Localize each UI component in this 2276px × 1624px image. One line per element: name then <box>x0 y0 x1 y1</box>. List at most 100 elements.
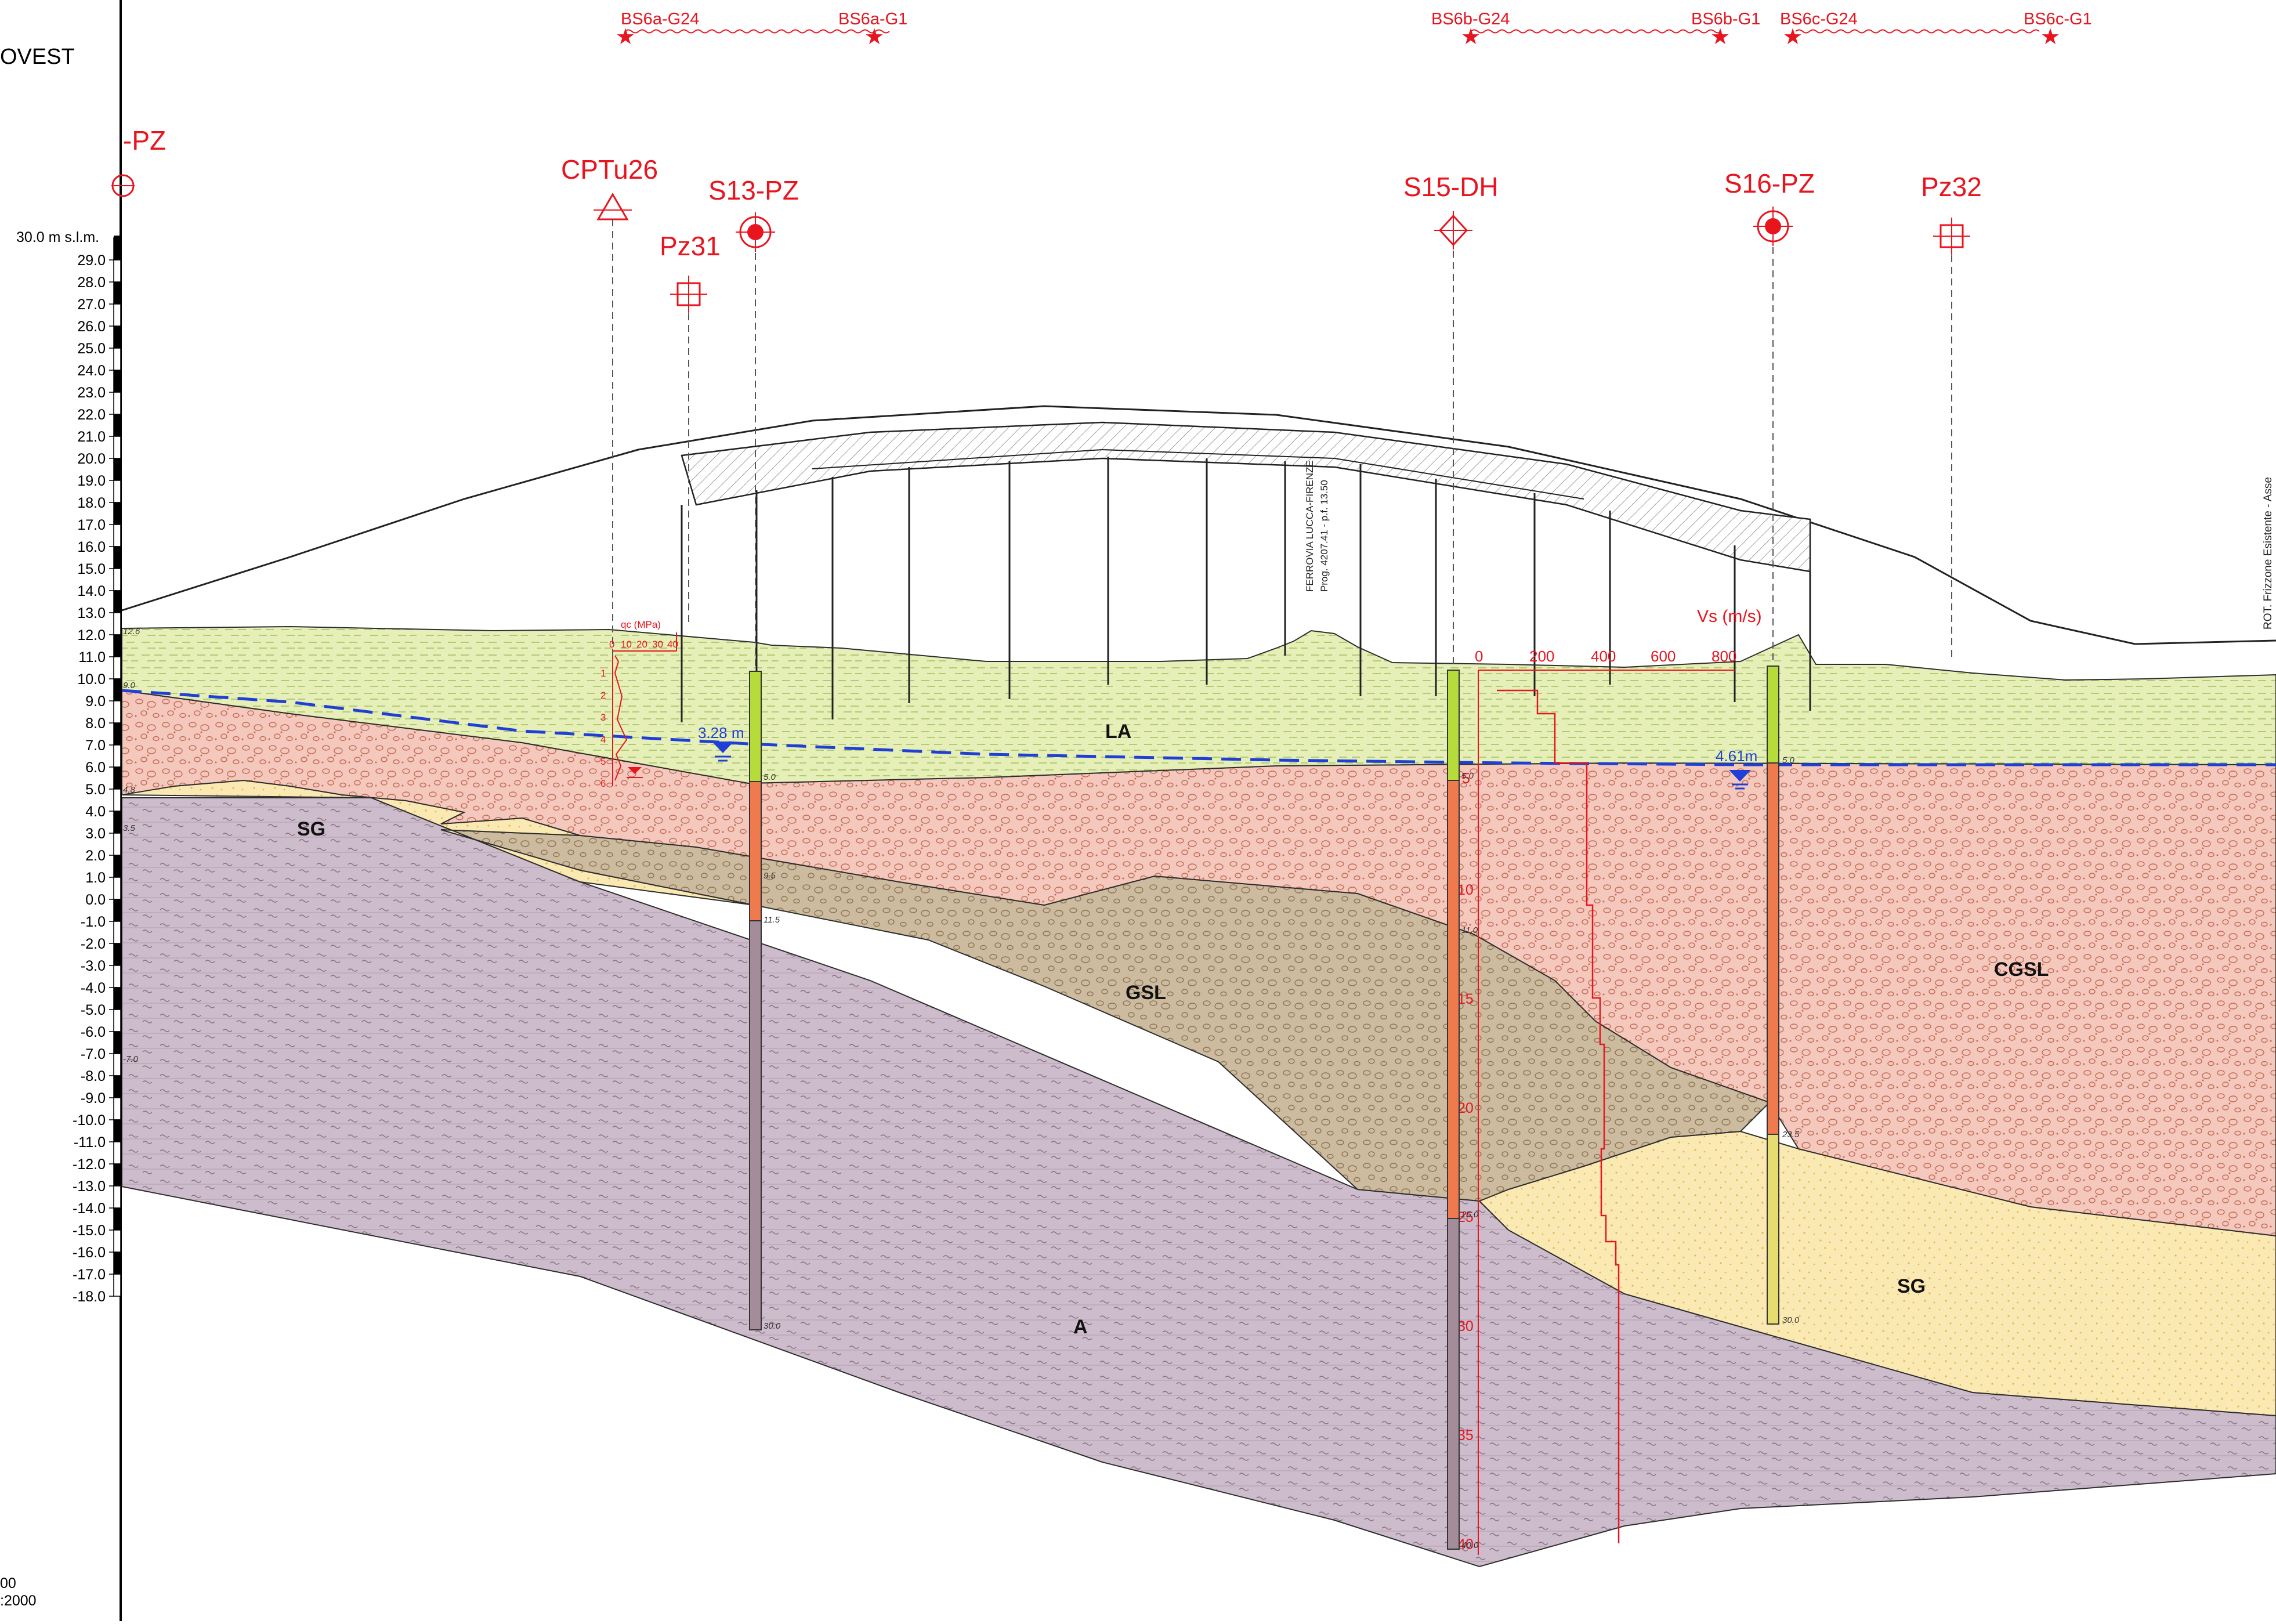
elevation-tick-label: 9.0 <box>85 693 106 710</box>
elevation-tick-label: 27.0 <box>77 296 106 313</box>
investigation-s15-dh: S15-DH <box>1403 172 1499 667</box>
scale-segment <box>113 546 121 569</box>
scale-segment <box>113 1163 121 1187</box>
star-icon: ★ <box>1783 25 1803 49</box>
cptu-tick: 10 <box>621 639 632 650</box>
elevation-tick-label: -5.0 <box>81 1002 106 1018</box>
elevation-tick-label: 21.0 <box>77 429 106 445</box>
elevation-tick-label: 17.0 <box>77 517 106 533</box>
scale-segment <box>113 612 121 635</box>
scale-segment <box>113 634 121 657</box>
vs-tick: 400 <box>1591 648 1616 665</box>
scale-segment <box>113 590 121 613</box>
star-icon: ★ <box>1710 25 1730 49</box>
elevation-tick-label: 13.0 <box>77 605 106 621</box>
elevation-tick-label: 16.0 <box>77 539 106 555</box>
elevation-tick-label: 18.0 <box>77 495 106 511</box>
investigation-label: -PZ <box>123 125 166 155</box>
vs-depth: 10 <box>1457 882 1474 898</box>
borehole-mark: 5.0 <box>764 772 776 782</box>
scale-segment <box>113 1274 121 1297</box>
survey-line-bs6b: BS6b-G24 BS6b-G1 ★ ★ <box>1431 10 1760 49</box>
water-table: 3.28 m 4.61m <box>121 689 2276 790</box>
boundary-mark: 3.5 <box>123 823 136 833</box>
cptu-depth: 3 <box>600 712 606 723</box>
elevation-tick-label: 22.0 <box>77 407 106 423</box>
boundary-mark: 4.8 <box>123 785 136 795</box>
borehole-mark: 5.0 <box>1461 771 1474 781</box>
survey-label: BS6b-G1 <box>1691 10 1760 28</box>
cptu-depth: 2 <box>600 690 606 701</box>
star-icon: ★ <box>616 25 635 49</box>
elevation-tick-label: 26.0 <box>77 319 106 335</box>
borehole-mark: 25.0 <box>1461 1210 1479 1220</box>
scale-note-line1: 00 <box>0 1575 16 1592</box>
triangle-icon <box>596 193 629 220</box>
elevation-tick-label: 12.0 <box>77 627 106 643</box>
elevation-tick-label: -8.0 <box>81 1068 106 1084</box>
vs-tick: 600 <box>1651 648 1676 665</box>
elevation-tick-label: 1.0 <box>85 870 106 886</box>
vs-downhole-plot: Vs (m/s) 0 200 400 600 800 5 10 15 20 25… <box>1457 607 1762 1555</box>
elevation-tick-label: -13.0 <box>73 1178 106 1195</box>
survey-line <box>1470 29 1722 34</box>
scale-segment <box>113 833 121 856</box>
scale-segment <box>113 855 121 878</box>
elevation-tick-label: 7.0 <box>85 737 106 754</box>
elevation-tick-label: 2.0 <box>85 848 106 864</box>
vs-depth: 30 <box>1457 1318 1474 1334</box>
vs-depth: 35 <box>1457 1427 1474 1444</box>
survey-label: BS6b-G24 <box>1431 10 1510 28</box>
vs-depth: 5 <box>1462 771 1470 787</box>
elevation-tick-label: 20.0 <box>77 451 106 467</box>
direction-label: OVEST <box>0 45 75 69</box>
elevation-tick-label: 15.0 <box>77 561 106 577</box>
investigation-label: S15-DH <box>1403 172 1499 202</box>
scale-segment <box>113 370 121 393</box>
layer-label-a: A <box>1073 1316 1088 1338</box>
survey-line <box>1795 29 2040 34</box>
scale-segment <box>113 259 121 283</box>
elevation-tick-label: -14.0 <box>73 1200 106 1217</box>
borehole-mark: 5.0 <box>1782 755 1795 765</box>
railway-label-line2: Prog. 4207.41 - p.f. 13.50 <box>1319 480 1330 592</box>
scale-segment <box>113 877 121 900</box>
vs-depth: 25 <box>1457 1209 1474 1225</box>
elevation-tick-label: -6.0 <box>81 1024 106 1040</box>
scale-segment <box>113 1141 121 1164</box>
bridge-deck <box>681 421 1811 573</box>
scale-segment <box>113 237 121 261</box>
scale-segment <box>113 1119 121 1142</box>
survey-line-bs6c: BS6c-G24 BS6c-G1 ★ ★ <box>1780 10 2092 49</box>
investigation-s16-pz: S16-PZ <box>1724 168 1815 661</box>
boundary-mark: 9.0 <box>123 681 136 690</box>
scale-segment <box>113 524 121 547</box>
borehole-mark: 11.0 <box>1461 925 1478 935</box>
cptu-depth: 4 <box>600 734 606 745</box>
elevation-tick-label: 11.0 <box>78 649 106 665</box>
elevation-tick-label: 23.0 <box>77 385 106 401</box>
elevation-tick-label: -7.0 <box>81 1046 106 1062</box>
embankment-profile <box>121 405 2276 645</box>
survey-label: BS6a-G1 <box>838 10 907 28</box>
borehole-mark: 11.5 <box>764 915 780 925</box>
scale-segment <box>113 1097 121 1120</box>
water-depth-left: 3.28 m <box>698 724 744 742</box>
scale-segment <box>113 436 121 459</box>
star-icon: ★ <box>2040 25 2060 49</box>
survey-label: BS6a-G24 <box>621 10 699 28</box>
borehole-mark: 30.0 <box>1782 1315 1800 1325</box>
elevation-tick-label: 8.0 <box>85 715 106 732</box>
cptu-tick: 30 <box>652 639 663 650</box>
elevation-tick-label: -9.0 <box>81 1090 106 1106</box>
elevation-tick-label: 3.0 <box>85 826 106 842</box>
layer-label-sg-right: SG <box>1897 1275 1926 1297</box>
layer-label-sg-left: SG <box>297 818 325 840</box>
scale-segment <box>113 921 121 944</box>
survey-label: BS6c-G24 <box>1780 10 1858 28</box>
scale-segment <box>113 965 121 988</box>
layer-la <box>121 625 2276 784</box>
layer-label-gsl: GSL <box>1126 982 1166 1004</box>
elevation-tick-label: -15.0 <box>73 1222 106 1239</box>
